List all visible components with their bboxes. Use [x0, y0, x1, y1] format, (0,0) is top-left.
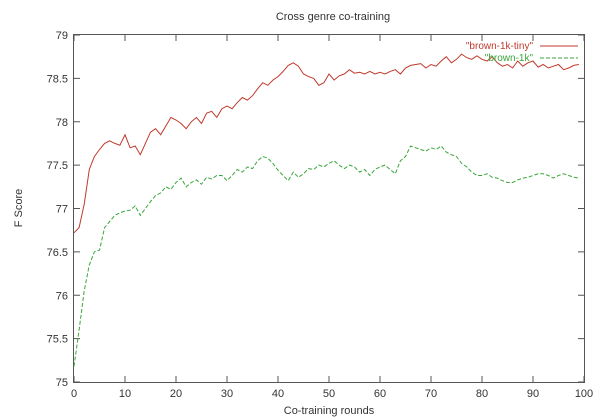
series-layer — [73, 53, 579, 367]
legend-label-0: "brown-1k-tiny" — [466, 41, 534, 52]
x-tick-label: 0 — [71, 388, 77, 400]
x-tick-label: 20 — [170, 388, 182, 400]
legend-label-1: "brown-1k" — [485, 53, 534, 64]
y-tick-label: 76.5 — [47, 247, 68, 259]
plot-frame — [73, 34, 585, 383]
y-tick-label: 76 — [56, 290, 68, 302]
x-axis-label: Co-training rounds — [284, 405, 375, 417]
y-tick-label: 77 — [56, 204, 68, 216]
y-axis-ticks: 75 75.5 76 76.5 77 77.5 78 78.5 79 — [47, 30, 584, 389]
series-line-0 — [73, 53, 579, 234]
y-axis-label: F Score — [13, 189, 25, 228]
x-tick-label: 90 — [527, 388, 539, 400]
x-tick-label: 40 — [272, 388, 284, 400]
y-tick-label: 75 — [56, 377, 68, 389]
x-tick-label: 100 — [575, 388, 593, 400]
y-tick-label: 78.5 — [47, 73, 68, 85]
y-tick-label: 77.5 — [47, 160, 68, 172]
chart-title: Cross genre co-training — [276, 11, 390, 23]
x-tick-label: 30 — [221, 388, 233, 400]
x-axis-ticks: 0 10 20 30 40 50 60 70 80 90 100 — [71, 35, 593, 400]
x-tick-label: 80 — [476, 388, 488, 400]
y-tick-label: 78 — [56, 117, 68, 129]
x-tick-label: 70 — [425, 388, 437, 400]
legend: "brown-1k-tiny""brown-1k" — [466, 41, 578, 64]
y-tick-label: 79 — [56, 30, 68, 42]
x-tick-label: 60 — [374, 388, 386, 400]
x-tick-label: 10 — [119, 388, 131, 400]
y-tick-label: 75.5 — [47, 334, 68, 346]
x-tick-label: 50 — [323, 388, 335, 400]
series-line-1 — [73, 145, 579, 367]
